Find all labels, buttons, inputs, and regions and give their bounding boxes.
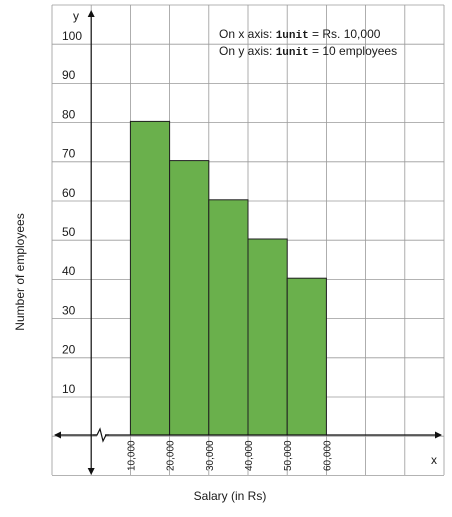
x-axis-right-arrow — [435, 432, 442, 439]
scale-annotations: On x axis: 1unit = Rs. 10,000 On y axis:… — [219, 27, 397, 59]
bar-5 — [287, 278, 326, 435]
x-tick-label: 40,000 — [244, 440, 255, 471]
y-axis-bottom-arrow — [88, 468, 95, 475]
x-axis-letter: x — [431, 453, 437, 467]
bars-group — [130, 121, 326, 435]
y-tick-label: 60 — [62, 186, 76, 200]
y-axis-title: Number of employees — [13, 213, 27, 330]
x-tick-label: 30,000 — [205, 440, 216, 471]
x-scale-suffix: = Rs. 10,000 — [309, 27, 381, 41]
x-scale-unit: 1unit — [276, 30, 309, 42]
bar-3 — [209, 200, 248, 435]
y-tick-label: 20 — [62, 343, 76, 357]
y-axis-letter: y — [73, 9, 79, 23]
y-scale-note: On y axis: 1unit = 10 employees — [219, 44, 397, 59]
y-tick-label: 40 — [62, 264, 76, 278]
x-axis-left-arrow — [54, 432, 61, 439]
x-tick-label: 10,000 — [126, 440, 137, 471]
x-scale-prefix: On x axis: — [219, 27, 276, 41]
y-tick-label: 30 — [62, 303, 76, 317]
bar-2 — [170, 161, 209, 435]
y-tick-label: 10 — [62, 382, 76, 396]
y-axis-top-arrow — [88, 10, 95, 17]
bar-4 — [248, 239, 287, 435]
x-scale-note: On x axis: 1unit = Rs. 10,000 — [219, 27, 381, 42]
y-tick-label: 90 — [62, 68, 76, 82]
y-scale-unit: 1unit — [276, 47, 309, 59]
x-tick-label: 20,000 — [166, 440, 177, 471]
y-scale-suffix: = 10 employees — [309, 44, 397, 58]
y-tick-label: 70 — [62, 147, 76, 161]
x-tick-labels: 10,000 20,000 30,000 40,000 50,000 60,000 — [126, 440, 333, 471]
x-axis-title: Salary (in Rs) — [194, 489, 267, 503]
y-scale-prefix: On y axis: — [219, 44, 276, 58]
y-tick-label: 50 — [62, 225, 76, 239]
x-tick-label: 50,000 — [283, 440, 294, 471]
y-tick-label: 80 — [62, 107, 76, 121]
y-tick-labels: 10 20 30 40 50 60 70 80 90 100 — [62, 29, 82, 396]
y-tick-label: 100 — [62, 29, 82, 43]
bar-1 — [130, 121, 169, 435]
x-tick-label: 60,000 — [322, 440, 333, 471]
